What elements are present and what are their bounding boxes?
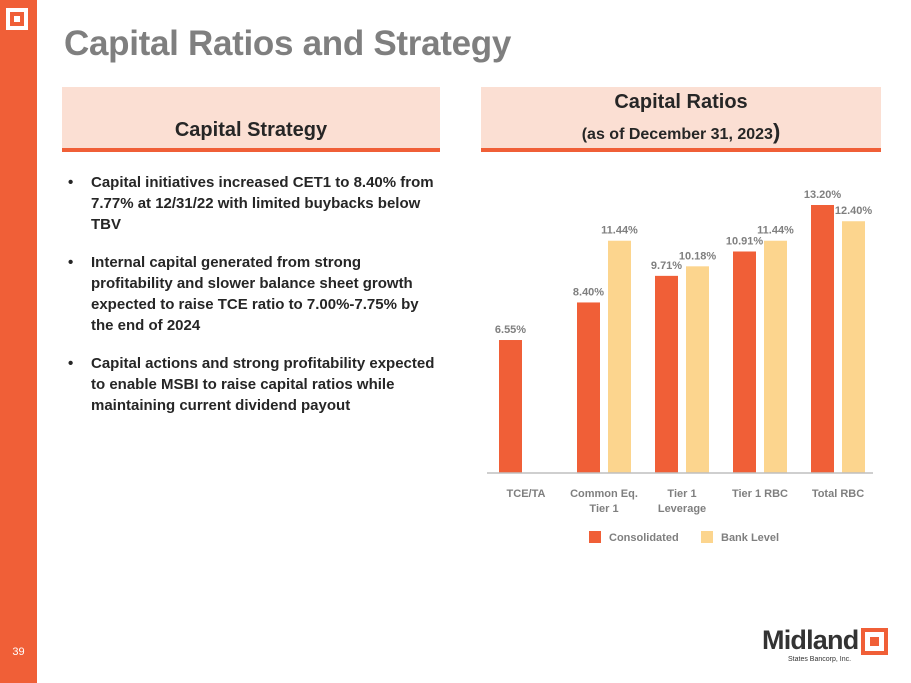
bullet-text: Internal capital generated from strong p… <box>91 254 419 334</box>
x-tick-label: Tier 1 RBC <box>732 488 788 500</box>
bar-consolidated <box>577 302 600 473</box>
bar-bank-level <box>764 240 787 473</box>
bullet-item: • Capital initiatives increased CET1 to … <box>64 172 444 235</box>
company-logo: Midland States Bancorp, Inc. <box>762 625 892 667</box>
capital-ratios-header-title: Capital Ratios <box>614 91 748 113</box>
legend-label: Consolidated <box>609 532 679 544</box>
data-label: 12.40% <box>835 205 873 217</box>
bullet-icon: • <box>68 355 74 372</box>
bullet-item: • Capital actions and strong profitabili… <box>64 353 444 416</box>
data-label: 13.20% <box>804 189 842 201</box>
bullet-icon: • <box>68 254 74 271</box>
capital-strategy-header: Capital Strategy <box>62 87 440 152</box>
page-title: Capital Ratios and Strategy <box>64 24 512 63</box>
page-number: 39 <box>12 646 25 658</box>
capital-ratios-chart: 6.55% TCE/TA 8.40% 11.44% Common Eq. Tier 1 9.… <box>487 189 873 544</box>
bullet-text: Capital initiatives increased CET1 to 8.… <box>91 174 434 233</box>
legend-swatch <box>589 531 601 543</box>
brand-square-icon <box>6 8 28 30</box>
capital-strategy-header-text: Capital Strategy <box>174 119 328 141</box>
bar-bank-level <box>842 221 865 473</box>
capital-ratios-header-subtitle: (as of December 31, 2023) <box>481 119 881 145</box>
data-label: 6.55% <box>495 324 526 336</box>
sidebar-accent: 39 <box>0 0 37 683</box>
bar-consolidated <box>733 251 756 473</box>
bar-consolidated <box>811 205 834 473</box>
x-tick-label: Tier 1 <box>667 488 696 500</box>
bar-consolidated <box>499 340 522 473</box>
x-tick-label: Leverage <box>658 503 706 515</box>
bullet-icon: • <box>68 174 74 191</box>
bar-bank-level <box>686 266 709 473</box>
logo-wordmark: Midland <box>762 625 859 655</box>
subtitle-close-paren: ) <box>772 119 781 144</box>
data-label: 8.40% <box>573 286 604 298</box>
logo-square-icon <box>861 628 888 655</box>
legend-swatch <box>701 531 713 543</box>
bullet-item: • Internal capital generated from strong… <box>64 252 444 336</box>
logo-subtitle: States Bancorp, Inc. <box>788 656 852 663</box>
x-tick-label: Common Eq. <box>570 488 638 500</box>
x-tick-label: Total RBC <box>812 488 864 500</box>
bullet-text: Capital actions and strong profitability… <box>91 355 435 414</box>
data-label: 10.18% <box>679 250 717 262</box>
bar-bank-level <box>608 240 631 473</box>
data-label: 11.44% <box>757 225 794 237</box>
x-tick-label: Tier 1 <box>589 503 618 515</box>
capital-ratios-header: Capital Ratios (as of December 31, 2023) <box>481 87 881 152</box>
subtitle-text: (as of December 31, 2023 <box>581 126 773 143</box>
legend-label: Bank Level <box>721 532 779 544</box>
x-tick-label: TCE/TA <box>507 488 546 500</box>
strategy-bullet-list: • Capital initiatives increased CET1 to … <box>64 172 444 433</box>
bar-consolidated <box>655 275 678 473</box>
data-label: 10.91% <box>726 235 764 247</box>
data-label: 11.44% <box>601 225 638 237</box>
data-label: 9.71% <box>651 260 682 272</box>
